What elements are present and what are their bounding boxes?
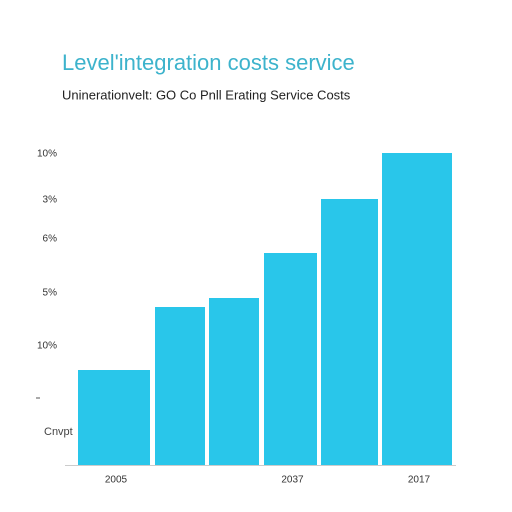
y-tick-label: 10% (37, 149, 57, 160)
bar (155, 307, 205, 465)
bar (382, 153, 452, 465)
chart-subtitle: Uninerationvelt: GO Co Pnll Erating Serv… (62, 87, 351, 102)
bar (321, 199, 378, 465)
x-tick-label: 2005 (105, 475, 128, 486)
bar (78, 370, 150, 465)
x-tick-label: 2017 (408, 475, 431, 486)
y-tick-label: 3% (43, 195, 58, 206)
bar (264, 253, 317, 465)
y-tick-label: 10% (37, 341, 57, 352)
y-axis-label: Cnvpt (44, 426, 73, 438)
bar (209, 298, 259, 465)
y-tick-label: 5% (43, 288, 58, 299)
y-tick-label: 6% (43, 234, 58, 245)
chart-title: Level'integration costs service (62, 50, 355, 75)
x-tick-label: 2037 (281, 475, 304, 486)
